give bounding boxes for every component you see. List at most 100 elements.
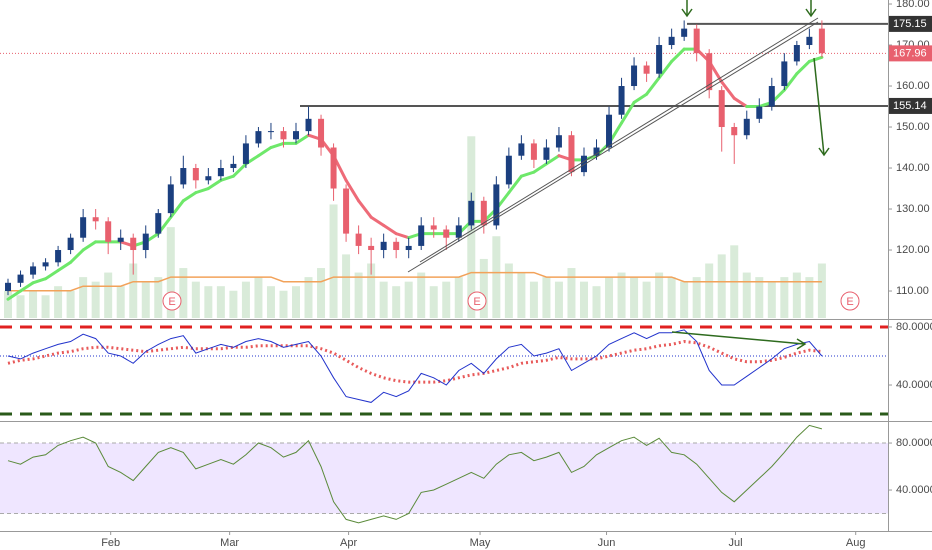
earnings-badge — [840, 291, 860, 311]
volume-bar — [379, 281, 388, 318]
candle-body — [380, 241, 387, 251]
y-tick-label: 80.0000 — [896, 321, 932, 333]
earnings-label: E — [168, 296, 175, 308]
candle-body — [80, 217, 87, 238]
candle-body — [393, 241, 400, 251]
ema-segment — [56, 260, 73, 273]
volume-bar — [504, 263, 513, 318]
earnings-badge — [162, 291, 182, 311]
ema-segment — [81, 240, 98, 252]
volume-bar — [104, 272, 113, 318]
candle-body — [142, 233, 149, 251]
volume-bar — [29, 290, 38, 318]
candle-body — [230, 163, 237, 169]
volume-bar — [367, 263, 376, 318]
candle-body — [205, 176, 212, 181]
volume-bar — [642, 281, 651, 318]
candle-body — [743, 118, 750, 136]
candle-body — [55, 250, 62, 263]
x-tick-label: Mar — [220, 537, 239, 549]
volume-bar — [241, 281, 250, 318]
ema-segment — [357, 199, 373, 219]
volume-bar — [417, 272, 426, 318]
arrow-shaft — [813, 57, 825, 156]
volume-bar — [354, 272, 363, 318]
ema-segment — [657, 59, 674, 80]
candle-body — [518, 143, 525, 156]
arrow-head — [681, 8, 693, 18]
volume-bar — [529, 281, 538, 318]
volume-bar — [317, 268, 326, 318]
candle-body — [167, 184, 174, 214]
y-tick-label: 180.00 — [896, 0, 930, 10]
candle-body — [468, 200, 475, 226]
candle-body — [267, 131, 274, 133]
candle-body — [806, 36, 813, 46]
ema-segment — [6, 289, 23, 301]
candle-body — [568, 135, 575, 173]
ema-segment — [181, 191, 198, 203]
ema-segment — [795, 59, 811, 76]
candle-body — [105, 221, 112, 242]
ema-segment — [169, 199, 185, 219]
last-price-bg — [889, 45, 932, 62]
volume-bar — [216, 286, 225, 318]
y-tick-label: 130.00 — [896, 203, 930, 215]
candle-body — [543, 147, 550, 160]
ema-segment — [782, 72, 799, 92]
ema-segment — [256, 146, 273, 158]
candle-body — [5, 282, 12, 292]
volume-ma-line — [8, 271, 822, 292]
candle-body — [505, 155, 512, 185]
ema-segment — [44, 269, 60, 281]
candle-body — [92, 217, 99, 222]
candle-body — [480, 200, 487, 226]
volume-bar — [817, 263, 826, 318]
volume-bar — [254, 277, 263, 318]
ema-segment — [544, 154, 561, 166]
x-tick-label: May — [470, 537, 491, 549]
volume-bar — [392, 286, 401, 318]
ema-segment — [69, 248, 85, 264]
volume-bar — [342, 254, 351, 318]
candle-body — [343, 188, 350, 234]
candle-body — [656, 45, 663, 74]
volume-bar — [279, 290, 288, 318]
candle-body — [330, 147, 337, 189]
candle-body — [67, 237, 74, 251]
volume-bar — [592, 286, 601, 318]
ema-segment — [507, 174, 523, 195]
volume-bar — [41, 295, 50, 318]
volume-bar — [329, 204, 338, 318]
volume-bar — [705, 263, 714, 318]
volume-bar — [767, 281, 776, 318]
volume-bar — [304, 277, 313, 318]
volume-bar — [404, 281, 413, 318]
volume-bar — [16, 295, 25, 318]
volume-bar — [680, 281, 689, 318]
arrow-head — [796, 338, 807, 350]
volume-bar — [429, 286, 438, 318]
volume-bar — [630, 277, 639, 318]
ema-segment — [532, 162, 548, 174]
candle-body — [117, 237, 124, 242]
candle-body — [255, 131, 262, 144]
volume-bar — [442, 281, 451, 318]
volume-bar — [617, 272, 626, 318]
candle-body — [681, 28, 688, 37]
candle-body — [793, 45, 800, 62]
band-fill — [0, 443, 888, 514]
volume-bar — [91, 281, 100, 318]
volume-bar — [567, 268, 576, 318]
candle-body — [30, 266, 37, 275]
candle-body — [155, 213, 162, 234]
ema-segment — [632, 92, 649, 104]
ema-segment — [382, 223, 398, 236]
x-tick-label: Jun — [598, 537, 616, 549]
volume-bar — [554, 281, 563, 318]
volume-bar — [792, 272, 801, 318]
y-tick-label: 40.0000 — [896, 484, 932, 496]
ema-segment — [206, 178, 223, 191]
candle-body — [318, 118, 325, 148]
